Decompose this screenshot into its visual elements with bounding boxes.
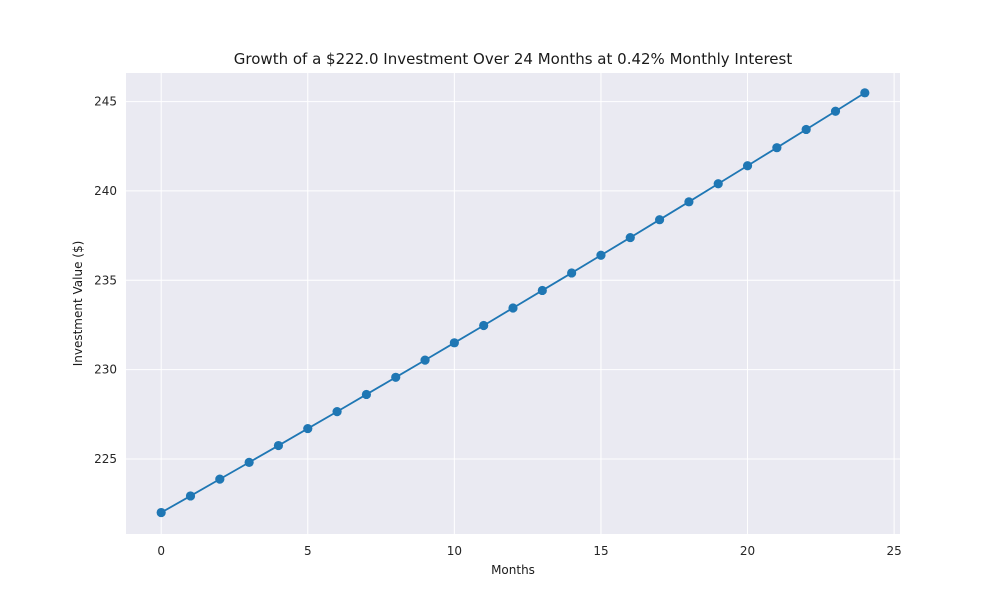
data-point[interactable]: Month 1: $222.93 (185, 491, 196, 501)
grid-lines (126, 73, 900, 534)
y-axis-ticks: 225 230 235 240 245 (94, 95, 117, 466)
data-point[interactable]: Month 10: $231.50 (449, 338, 459, 348)
data-point[interactable]: Month 15: $236.40 (596, 250, 606, 260)
data-point[interactable]: Month 4: $225.75 (273, 440, 284, 451)
x-tick-label: 20 (740, 544, 755, 558)
data-point[interactable]: Month 3: $224.81 (244, 457, 254, 467)
x-tick-label: 0 (157, 544, 165, 558)
data-point[interactable]: Month 5: $226.70 (303, 423, 313, 434)
data-point[interactable]: Month 14: $235.41 (567, 268, 577, 278)
data-point[interactable]: Month 16: $237.39 (625, 232, 635, 243)
x-axis-label: Months (491, 563, 535, 577)
data-point[interactable]: Month 12: $233.45 (508, 303, 518, 313)
data-point[interactable]: Month 24: $245.49 (860, 88, 870, 98)
y-tick-label: 225 (94, 452, 117, 466)
data-point[interactable]: Month 6: $227.65 (332, 407, 342, 417)
chart-title: Growth of a $222.0 Investment Over 24 Mo… (234, 50, 793, 68)
data-point[interactable]: Month 8: $229.57 (391, 372, 401, 382)
data-point[interactable]: Month 7: $228.61 (361, 389, 372, 400)
data-point[interactable]: Month 9: $230.53 (420, 355, 430, 365)
y-tick-label: 240 (94, 184, 117, 198)
data-point[interactable]: Month 20: $241.41 (742, 161, 753, 171)
data-point[interactable]: Month 13: $234.43 (537, 285, 547, 296)
data-point[interactable]: Month 22: $243.44 (801, 124, 811, 135)
data-point[interactable]: Month 18: $239.39 (684, 197, 694, 207)
data-point[interactable]: Month 19: $240.40 (713, 179, 723, 189)
x-tick-label: 10 (447, 544, 462, 558)
data-point[interactable]: Month 0: $222.00 (156, 507, 166, 518)
data-point[interactable]: Month 23: $244.46 (830, 106, 841, 116)
series-layer: Month 0: $222.00 Month 1: $222.93 Month 2:… (156, 88, 870, 518)
y-tick-label: 235 (94, 273, 117, 287)
x-tick-label: 15 (593, 544, 608, 558)
data-point[interactable]: Month 2: $223.87 (215, 474, 225, 484)
y-tick-label: 230 (94, 363, 117, 377)
x-tick-label: 25 (886, 544, 901, 558)
x-tick-label: 5 (304, 544, 312, 558)
y-tick-label: 245 (94, 95, 117, 109)
y-axis-label: Investment Value ($) (71, 241, 85, 367)
data-point[interactable]: Month 11: $232.47 (479, 320, 489, 331)
data-point[interactable]: Month 17: $238.39 (654, 215, 665, 225)
x-axis-ticks: 0 5 10 15 20 25 (157, 544, 901, 558)
data-point[interactable]: Month 21: $242.42 (772, 143, 782, 153)
